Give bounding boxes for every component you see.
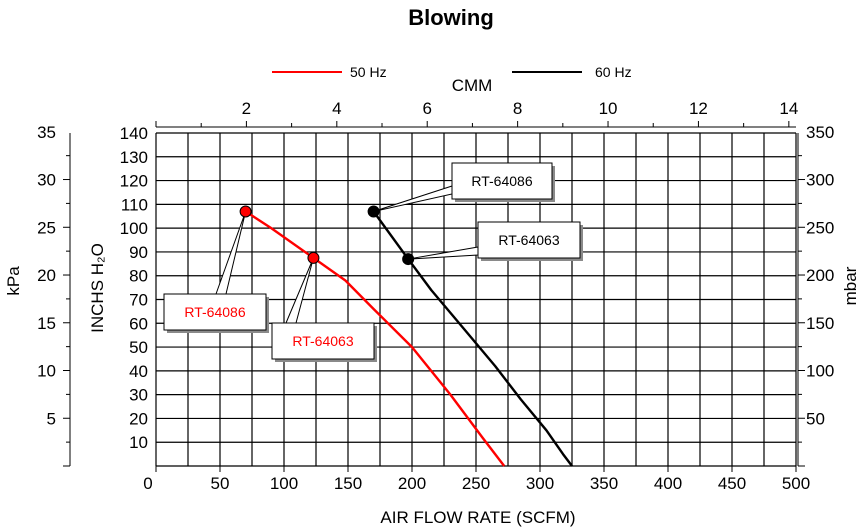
- callout-box: [451, 162, 553, 200]
- callout-box: [163, 293, 267, 331]
- y-tick-label: 30: [129, 386, 148, 405]
- x-tick-label: 250: [462, 474, 490, 493]
- top-tick-label: 8: [513, 99, 522, 118]
- x-tick-label: 100: [270, 474, 298, 493]
- callout-pointer: [285, 257, 314, 324]
- x-tick-label: 400: [654, 474, 682, 493]
- kpa-tick-label: 25: [37, 218, 56, 237]
- callout-label: RT-64063: [498, 232, 559, 248]
- callout-label: RT-64086: [471, 173, 532, 189]
- mbar-tick-label: 250: [806, 218, 834, 237]
- kpa-tick-label: 15: [37, 314, 56, 333]
- data-point-marker: [367, 205, 380, 218]
- callout: RT-64086: [373, 162, 555, 212]
- top-tick-label: 6: [422, 99, 431, 118]
- y-tick-label: 70: [129, 291, 148, 310]
- y-axis-label: INCHS H₂O: [88, 243, 107, 333]
- kpa-tick-label: 30: [37, 171, 56, 190]
- top-tick-label: 10: [599, 99, 618, 118]
- top-axis-label: CMM: [452, 76, 493, 95]
- y-tick-label: 90: [129, 243, 148, 262]
- data-point-marker: [402, 253, 415, 266]
- series-markers: [239, 205, 415, 266]
- axes: 0 50 100 150 200 250 300 350 400 450 5001020304050…: [37, 99, 834, 493]
- top-tick-label: 4: [332, 99, 341, 118]
- x-tick-label: 300: [526, 474, 554, 493]
- top-tick-label: 12: [689, 99, 708, 118]
- callouts: RT-64086 RT-64063 RT-64086 RT-64063: [163, 162, 583, 362]
- callout-pointer: [408, 246, 479, 260]
- callout-box: [271, 322, 375, 360]
- series-line-50hz: [244, 210, 506, 467]
- x-axis-label: AIR FLOW RATE (SCFM): [380, 508, 575, 527]
- x-tick-label: 350: [590, 474, 618, 493]
- data-point-marker: [307, 251, 320, 264]
- y-tick-label: 40: [129, 362, 148, 381]
- y-tick-label: 60: [129, 314, 148, 333]
- x-tick-label: 50: [211, 474, 230, 493]
- callout: RT-64063: [271, 257, 377, 362]
- callout-label: RT-64063: [292, 333, 353, 349]
- mbar-tick-label: 300: [806, 171, 834, 190]
- legend-label-50hz: 50 Hz: [350, 64, 387, 80]
- mbar-tick-label: 150: [806, 314, 834, 333]
- top-tick-label: 2: [242, 99, 251, 118]
- kpa-tick-label: 10: [37, 362, 56, 381]
- y-tick-label: 100: [120, 219, 148, 238]
- mbar-tick-label: 100: [806, 362, 834, 381]
- callout: RT-64063: [408, 221, 583, 261]
- kpa-tick-label: 35: [37, 123, 56, 142]
- x-tick-label: 500: [782, 474, 810, 493]
- callout-pointer: [373, 185, 453, 212]
- callout-box: [477, 221, 581, 259]
- data-point-marker: [239, 205, 252, 218]
- legend-label-60hz: 60 Hz: [595, 64, 632, 80]
- legend: 50 Hz 60 Hz: [272, 64, 632, 80]
- kpa-tick-label: 20: [37, 266, 56, 285]
- chart-title: Blowing: [408, 5, 494, 30]
- mbar-tick-label: 200: [806, 266, 834, 285]
- y-tick-label: 50: [129, 338, 148, 357]
- y-tick-label: 10: [129, 433, 148, 452]
- y-tick-label: 110: [121, 195, 148, 214]
- y-tick-label: 20: [129, 409, 148, 428]
- mbar-tick-label: 350: [806, 123, 834, 142]
- kpa-tick-label: 5: [47, 409, 56, 428]
- x-tick-label: 200: [398, 474, 426, 493]
- y-tick-label: 120: [120, 172, 148, 191]
- series-lines: [244, 210, 573, 467]
- callout-label: RT-64086: [184, 304, 245, 320]
- y-tick-label: 140: [120, 124, 148, 143]
- mbar-axis-label: mbar: [841, 266, 860, 305]
- kpa-axis-label: kPa: [4, 266, 23, 296]
- mbar-tick-label: 50: [806, 409, 825, 428]
- y-tick-label: 130: [120, 148, 148, 167]
- y-tick-label: 80: [129, 267, 148, 286]
- top-tick-label: 14: [779, 99, 798, 118]
- callout: RT-64086: [163, 211, 269, 333]
- x-tick-label: 0: [143, 474, 152, 493]
- x-tick-label: 150: [334, 474, 362, 493]
- series-line-60hz: [372, 210, 573, 467]
- x-tick-label: 450: [718, 474, 746, 493]
